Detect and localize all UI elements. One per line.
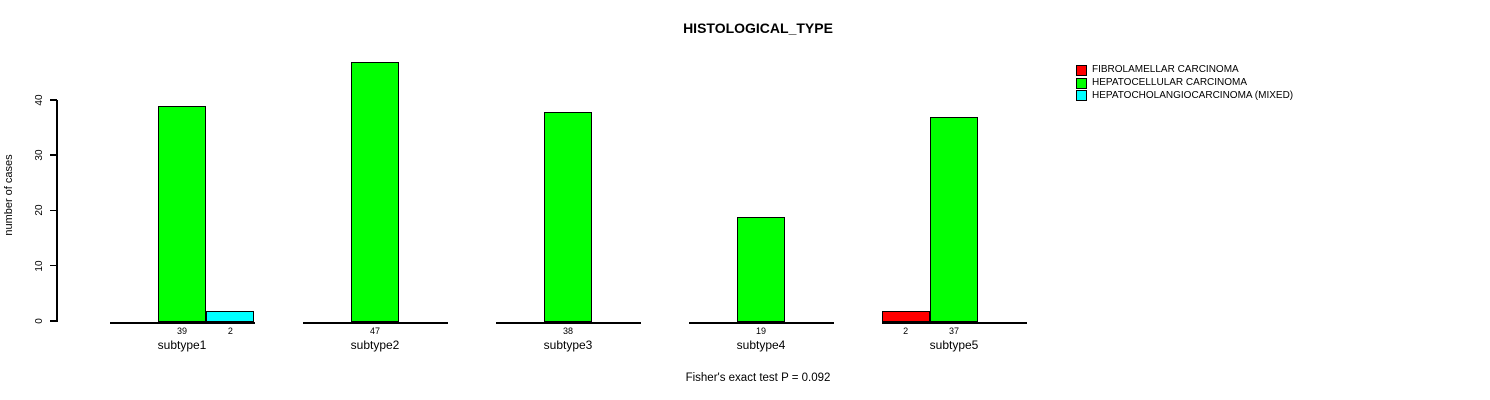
bar-value-label: 47 — [369, 326, 380, 336]
category-label: subtype2 — [350, 338, 400, 352]
legend: FIBROLAMELLAR CARCINOMA HEPATOCELLULAR CA… — [1076, 64, 1293, 102]
bar-value-label: 39 — [176, 326, 187, 336]
y-axis-tick-label: 30 — [34, 149, 45, 161]
bar — [881, 310, 930, 322]
legend-label: FIBROLAMELLAR CARCINOMA — [1092, 64, 1239, 76]
legend-swatch — [1076, 64, 1087, 76]
y-axis-tick — [49, 209, 57, 212]
legend-item: HEPATOCELLULAR CARCINOMA — [1076, 77, 1293, 90]
bar — [929, 117, 979, 322]
bar — [206, 310, 255, 322]
legend-label: HEPATOCHOLANGIOCARCINOMA (MIXED) — [1092, 89, 1294, 101]
bar — [350, 62, 400, 322]
y-axis-tick-label: 10 — [34, 260, 45, 272]
x-axis-baseline — [688, 322, 834, 324]
chart-title: HISTOLOGICAL_TYPE — [683, 20, 833, 36]
y-axis-tick-label: 0 — [34, 318, 45, 324]
y-axis-tick-label: 40 — [34, 94, 45, 106]
x-axis-baseline — [109, 322, 255, 324]
legend-label: HEPATOCELLULAR CARCINOMA — [1092, 77, 1248, 89]
bar-value-label: 38 — [562, 326, 573, 336]
category-label: subtype4 — [736, 338, 786, 352]
y-axis-line — [56, 100, 58, 322]
bar-value-label: 19 — [755, 326, 766, 336]
y-axis-tick — [49, 99, 57, 101]
legend-swatch — [1076, 90, 1087, 102]
x-axis-baseline — [302, 322, 448, 324]
y-axis-label: number of cases — [3, 154, 15, 236]
y-axis-tick-label: 20 — [34, 204, 45, 216]
bar-value-label: 37 — [948, 326, 959, 336]
category-label: subtype5 — [929, 338, 979, 352]
x-axis-baseline — [881, 322, 1027, 324]
bar — [157, 106, 207, 322]
bar-value-label: 2 — [903, 326, 909, 336]
category-label: subtype3 — [543, 338, 593, 352]
bar — [543, 111, 593, 322]
bar — [736, 216, 786, 322]
y-axis-tick — [49, 320, 57, 322]
bar-value-label: 2 — [227, 326, 233, 336]
x-axis-baseline — [495, 322, 641, 324]
legend-swatch — [1076, 77, 1087, 89]
category-label: subtype1 — [157, 338, 207, 352]
footer-note: Fisher's exact test P = 0.092 — [685, 372, 831, 384]
legend-item: HEPATOCHOLANGIOCARCINOMA (MIXED) — [1076, 89, 1293, 102]
y-axis-tick — [49, 264, 57, 267]
legend-item: FIBROLAMELLAR CARCINOMA — [1076, 64, 1293, 77]
y-axis-tick — [49, 154, 57, 156]
